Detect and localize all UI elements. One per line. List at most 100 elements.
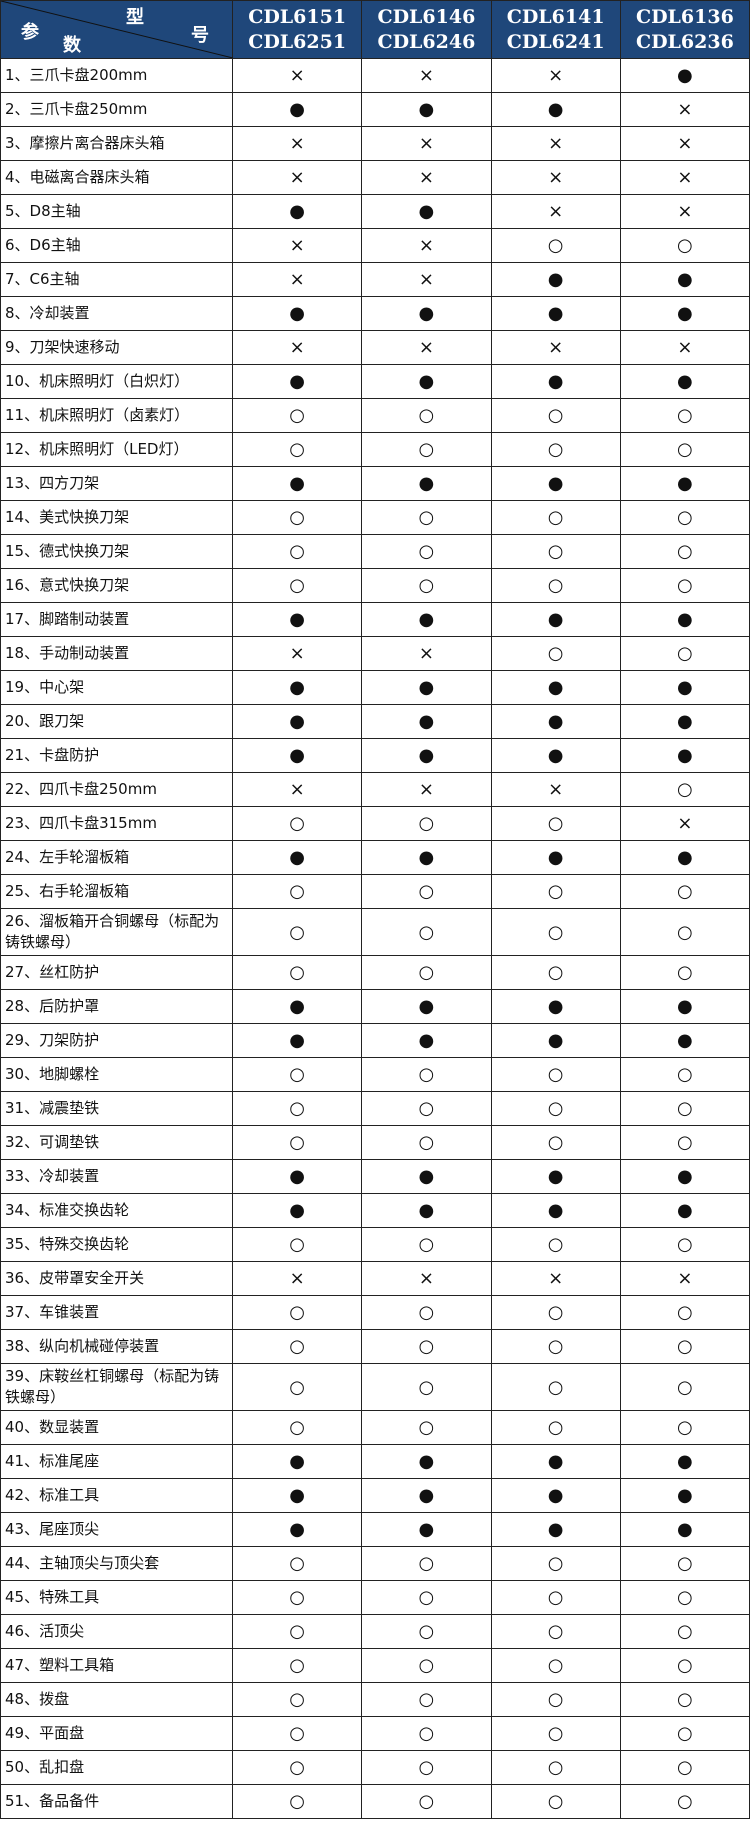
model-name: CDL6251 [248,30,347,53]
table-row: 33、冷却装置 ● ● ● ● [0,1159,750,1194]
model-name: CDL6136 [635,5,734,28]
availability-mark: ● [361,364,492,399]
availability-mark: ○ [619,1057,750,1092]
availability-mark: ● [490,1478,621,1513]
availability-mark: × [490,126,621,161]
availability-mark: ● [361,296,492,331]
corner-shu: 数 [63,35,81,56]
table-row: 25、右手轮溜板箱 ○ ○ ○ ○ [0,874,750,909]
model-name: CDL6236 [635,30,734,53]
option-name: 25、右手轮溜板箱 [0,874,233,909]
option-name: 27、丝杠防护 [0,955,233,990]
availability-mark: ○ [619,228,750,263]
table-row: 20、跟刀架 ● ● ● ● [0,704,750,739]
availability-mark: × [231,636,363,671]
corner-xing: 型 [126,7,144,28]
availability-mark: ● [231,194,363,229]
option-name: 24、左手轮溜板箱 [0,840,233,875]
option-name: 16、意式快换刀架 [0,568,233,603]
availability-mark: ○ [361,1648,492,1683]
option-name: 6、D6主轴 [0,228,233,263]
availability-mark: ○ [490,500,621,535]
table-row: 18、手动制动装置 × × ○ ○ [0,636,750,671]
availability-mark: ○ [231,1580,363,1615]
availability-mark: ○ [490,1750,621,1785]
table-row: 9、刀架快速移动 × × × × [0,330,750,365]
table-row: 45、特殊工具 ○ ○ ○ ○ [0,1580,750,1615]
option-name: 11、机床照明灯（卤素灯） [0,398,233,433]
model-header-2: CDL6146 CDL6246 [361,0,492,59]
table-row: 26、溜板箱开合铜螺母（标配为铸铁螺母） ○ ○ ○ ○ [0,908,750,956]
option-name: 9、刀架快速移动 [0,330,233,365]
option-name: 14、美式快换刀架 [0,500,233,535]
availability-mark: ● [490,364,621,399]
availability-mark: ● [361,840,492,875]
availability-mark: ○ [490,228,621,263]
table-row: 46、活顶尖 ○ ○ ○ ○ [0,1614,750,1649]
option-name: 34、标准交换齿轮 [0,1193,233,1228]
availability-mark: ○ [490,1614,621,1649]
option-name: 22、四爪卡盘250mm [0,772,233,807]
availability-mark: ○ [619,568,750,603]
availability-mark: ○ [231,1410,363,1445]
availability-mark: ● [619,738,750,773]
availability-mark: ● [231,1023,363,1058]
option-name: 39、床鞍丝杠铜螺母（标配为铸铁螺母） [0,1363,233,1411]
option-name: 29、刀架防护 [0,1023,233,1058]
availability-mark: × [619,330,750,365]
availability-mark: × [361,262,492,297]
availability-mark: ○ [361,1716,492,1751]
availability-mark: ○ [490,1648,621,1683]
model-header-4: CDL6136 CDL6236 [619,0,750,59]
availability-mark: ○ [231,1295,363,1330]
availability-mark: ○ [231,1091,363,1126]
availability-mark: ○ [231,1716,363,1751]
availability-mark: ○ [619,1648,750,1683]
availability-mark: ● [619,602,750,637]
availability-mark: × [361,228,492,263]
table-row: 36、皮带罩安全开关 × × × × [0,1261,750,1296]
availability-mark: ● [619,1478,750,1513]
availability-mark: ● [619,1193,750,1228]
table-row: 35、特殊交换齿轮 ○ ○ ○ ○ [0,1227,750,1262]
table-row: 49、平面盘 ○ ○ ○ ○ [0,1716,750,1751]
availability-mark: ○ [619,1125,750,1160]
availability-mark: ○ [231,1682,363,1717]
availability-mark: ○ [490,432,621,467]
availability-mark: ● [490,840,621,875]
availability-mark: ○ [490,568,621,603]
availability-mark: ● [231,1512,363,1547]
availability-mark: ● [619,1512,750,1547]
availability-mark: × [231,330,363,365]
availability-mark: ● [231,738,363,773]
availability-mark: ○ [231,1648,363,1683]
availability-mark: ○ [361,1580,492,1615]
availability-mark: × [361,772,492,807]
availability-mark: × [231,160,363,195]
availability-mark: ● [619,1159,750,1194]
availability-mark: ○ [490,1057,621,1092]
availability-mark: × [231,772,363,807]
availability-mark: ○ [619,1580,750,1615]
table-row: 6、D6主轴 × × ○ ○ [0,228,750,263]
option-name: 47、塑料工具箱 [0,1648,233,1683]
option-name: 21、卡盘防护 [0,738,233,773]
availability-mark: × [361,126,492,161]
availability-mark: ● [361,989,492,1024]
option-name: 23、四爪卡盘315mm [0,806,233,841]
availability-mark: ○ [231,1784,363,1819]
availability-mark: ○ [231,568,363,603]
availability-mark: ● [619,840,750,875]
availability-mark: ○ [361,874,492,909]
option-name: 31、减震垫铁 [0,1091,233,1126]
availability-mark: ○ [361,1614,492,1649]
option-name: 2、三爪卡盘250mm [0,92,233,127]
availability-mark: × [231,126,363,161]
option-name: 38、纵向机械碰停装置 [0,1329,233,1364]
availability-mark: ○ [490,1091,621,1126]
availability-mark: ○ [361,955,492,990]
availability-mark: ● [490,738,621,773]
availability-mark: ○ [361,1295,492,1330]
availability-mark: ○ [490,1125,621,1160]
availability-mark: × [490,772,621,807]
